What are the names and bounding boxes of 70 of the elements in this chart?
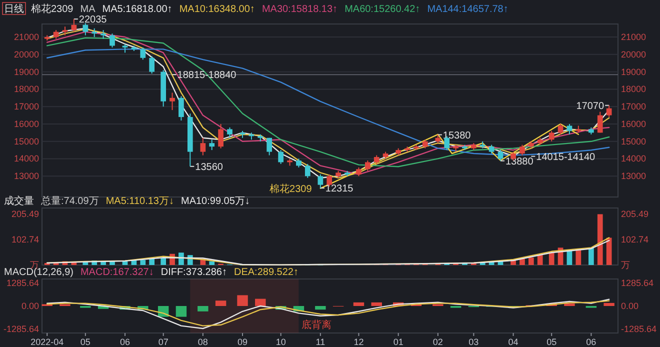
y-tick-label: 16000 — [14, 118, 39, 129]
y2-tick-label: 205.49 — [621, 209, 649, 220]
y-tick-label: 万 — [30, 260, 39, 270]
x-tick-label: 06 — [586, 337, 596, 347]
y2-tick-label: 102.74 — [621, 234, 649, 245]
y2-tick-label: 19000 — [621, 66, 646, 77]
x-tick-label: 12 — [354, 337, 364, 347]
y2-tick-label: -1285.64 — [621, 324, 657, 334]
y2-tick-label: 16000 — [621, 118, 646, 129]
y-tick-label: 0.00 — [21, 301, 39, 311]
y2-tick-label: 20000 — [621, 49, 646, 60]
y2-tick-label: 13000 — [621, 171, 646, 182]
y-tick-label: 15000 — [14, 136, 39, 146]
annotation: 13560 — [195, 162, 224, 173]
annotation: 15380 — [442, 130, 472, 142]
y2-tick-label: 17000 — [621, 102, 646, 112]
x-tick-label: 03 — [468, 337, 479, 347]
x-tick-label: 08 — [198, 337, 208, 347]
series-label: MA5:16818.00↑ — [102, 4, 172, 15]
y-tick-label: 17000 — [14, 102, 39, 112]
text: MA5:110.13万↓ — [106, 196, 174, 207]
annotation: 17070 — [576, 100, 604, 112]
y-tick-label: 102.74 — [11, 234, 39, 245]
x-tick-label: 02 — [432, 337, 443, 347]
y-tick-label: 205.49 — [11, 209, 39, 220]
x-tick-label: 05 — [80, 337, 90, 347]
text: MA10:16348.00↑ — [179, 4, 255, 15]
x-tick-label: 01 — [393, 337, 404, 347]
y-tick-label: 21000 — [14, 32, 39, 42]
chart-subtitle: 日线 — [4, 3, 24, 15]
y-tick-label: 20000 — [14, 49, 39, 60]
y2-tick-label: 18000 — [621, 84, 646, 94]
y-tick-label: 1285.64 — [6, 278, 39, 288]
y-tick-label: 19000 — [14, 66, 39, 77]
text: MA144:14657.78↑ — [427, 4, 508, 15]
x-tick-label: 09 — [238, 337, 248, 347]
text: MA — [80, 4, 96, 15]
x-tick-label: 04 — [508, 337, 518, 347]
text: DEA:289.522↑ — [234, 267, 298, 278]
y-tick-label: 13000 — [14, 171, 39, 182]
annotation: 12315 — [325, 184, 354, 195]
x-tick-label: 2022-04 — [30, 337, 64, 347]
text: MA30:15818.13↑ — [262, 4, 338, 15]
band-label: 底背离 — [302, 319, 332, 331]
x-tick-label: 10 — [276, 337, 286, 347]
y2-tick-label: 14000 — [621, 154, 646, 164]
annotation: 22035 — [78, 14, 108, 26]
chart-title: 成交量 — [4, 195, 34, 207]
y2-tick-label: 21000 — [621, 32, 646, 42]
annotation: 总量:74.09万 — [40, 195, 99, 207]
y-tick-label: -1285.64 — [3, 324, 39, 334]
y-tick-label: 14000 — [14, 154, 39, 164]
x-tick-label: 06 — [120, 337, 130, 347]
text: MA60:15260.42↑ — [344, 4, 420, 15]
y2-tick-label: 15000 — [621, 136, 646, 146]
x-tick-label: 11 — [316, 337, 326, 347]
y2-tick-label: 万 — [621, 260, 630, 270]
chart-title: MACD(12,26,9) — [4, 267, 74, 278]
text: MACD:167.327↓ — [80, 267, 154, 278]
annotation: 13880 — [506, 156, 534, 168]
annotation: 14015-14140 — [536, 152, 596, 163]
x-tick-label: 05 — [546, 337, 557, 347]
text: MA10:99.05万↓ — [181, 196, 250, 207]
x-tick-label: 07 — [158, 337, 168, 347]
chart-title: 棉花2309 — [31, 3, 74, 15]
y2-tick-label: 1285.64 — [621, 278, 654, 288]
annotation: 棉花2309 — [270, 183, 312, 195]
y2-tick-label: 0.00 — [621, 301, 639, 311]
text: DIFF:373.286↑ — [160, 267, 227, 278]
y-tick-label: 18000 — [14, 84, 39, 94]
